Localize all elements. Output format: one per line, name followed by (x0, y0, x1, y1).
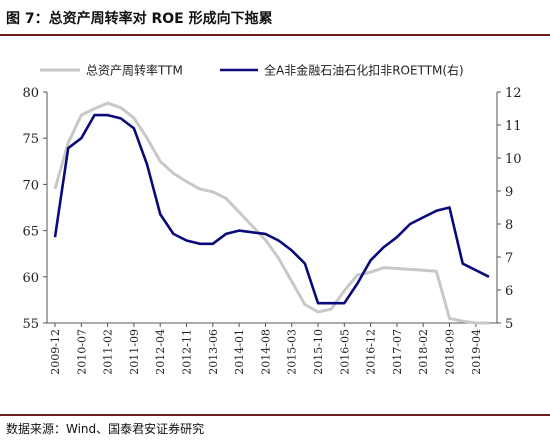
x-tick-label: 2013-06 (207, 329, 220, 375)
x-tick-label: 2015-03 (286, 329, 299, 375)
figure-title: 图 7：总资产周转率对 ROE 形成向下拖累 (6, 11, 273, 27)
x-tick-label: 2018-02 (417, 329, 430, 375)
dual-axis-line-chart: 55 60 65 70 75 80 5 6 7 8 9 10 11 12 2009-12 2010-07 201… (22, 63, 522, 375)
left-y-tick-label: 80 (22, 86, 39, 101)
right-y-tick-label: 10 (505, 152, 522, 167)
right-y-tick-label: 8 (505, 218, 513, 233)
x-tick-label: 2012-04 (154, 329, 167, 375)
source-rule (0, 414, 550, 416)
right-y-tick-label: 5 (505, 317, 513, 332)
x-tick-label: 2009-12 (49, 329, 62, 375)
left-y-tick-label: 60 (22, 271, 39, 286)
x-tick-label: 2014-08 (259, 329, 272, 375)
right-y-tick-label: 11 (505, 119, 522, 134)
left-y-tick-label: 75 (22, 132, 39, 147)
x-tick-label: 2016-12 (365, 329, 378, 375)
left-y-tick-label: 70 (22, 178, 39, 193)
x-tick-label: 2014-01 (233, 329, 246, 375)
legend-label-asset-turnover: 总资产周转率TTM (86, 63, 183, 78)
series-line-roe (53, 113, 490, 305)
left-y-tick-label: 55 (22, 317, 39, 332)
x-tick-label: 2016-05 (338, 329, 351, 375)
left-y-tick-label: 65 (22, 225, 39, 240)
legend-label-roe: 全A非金融石油石化扣非ROETTM(右) (264, 63, 464, 78)
title-rule (0, 34, 550, 36)
right-y-tick-label: 7 (505, 251, 513, 266)
right-y-tick-label: 9 (505, 185, 513, 200)
x-tick-label: 2015-10 (312, 329, 325, 375)
x-tick-label: 2019-04 (470, 329, 483, 375)
right-y-tick-label: 6 (505, 284, 513, 299)
x-tick-label: 2011-09 (128, 329, 141, 375)
x-tick-label: 2018-09 (444, 329, 457, 375)
right-y-tick-label: 12 (505, 86, 522, 101)
x-tick-label: 2011-02 (102, 329, 115, 375)
x-tick-label: 2012-11 (181, 329, 194, 375)
series-line-asset-turnover (53, 101, 489, 325)
source-note: 数据来源：Wind、国泰君安证券研究 (6, 422, 205, 436)
x-tick-label: 2017-07 (391, 329, 404, 375)
x-tick-label: 2010-07 (75, 329, 88, 375)
